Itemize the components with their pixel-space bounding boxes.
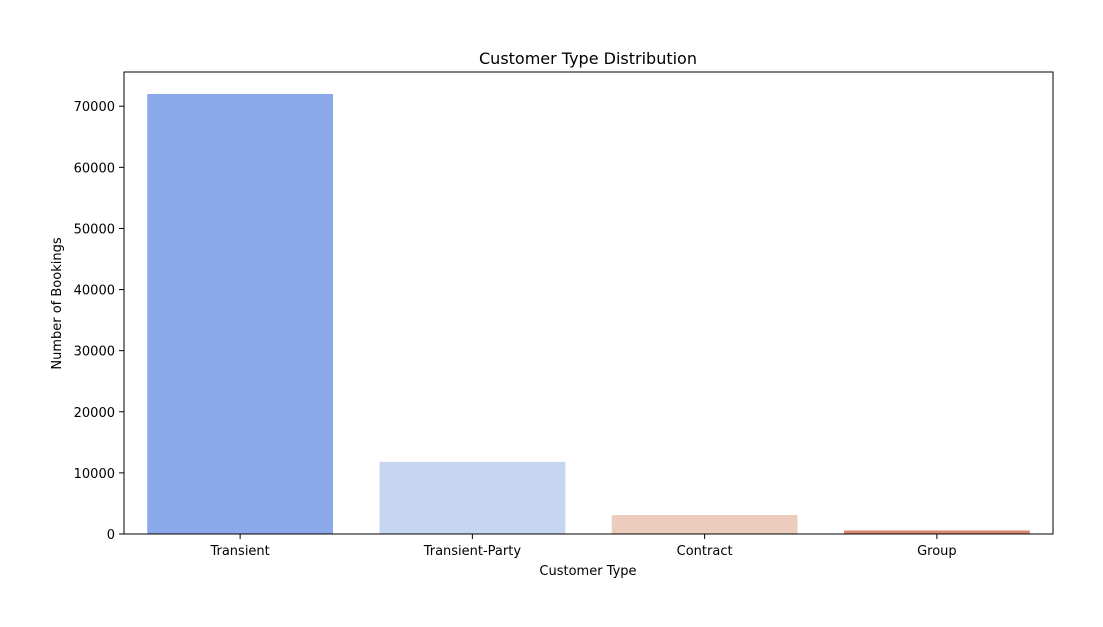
y-tick-label: 40000	[74, 284, 115, 299]
chart-title: Customer Type Distribution	[479, 49, 697, 68]
y-axis-title: Number of Bookings	[50, 237, 65, 369]
y-tick-label: 30000	[74, 345, 115, 360]
bar-transient-party	[379, 461, 566, 534]
x-tick-label: Transient	[209, 544, 269, 559]
y-tick-label: 50000	[74, 222, 115, 237]
bar-group	[843, 530, 1030, 534]
x-axis-title: Customer Type	[539, 564, 636, 579]
plot-area: Transient Transient-Party Contract Group 0 10…	[74, 71, 1054, 559]
y-tick-label: 10000	[74, 467, 115, 482]
x-tick-label: Group	[917, 544, 957, 559]
y-tick-label: 20000	[74, 406, 115, 421]
x-tick-label: Transient-Party	[423, 544, 522, 559]
x-tick-label: Contract	[677, 544, 733, 559]
y-tick-label: 60000	[74, 161, 115, 176]
bar-transient	[147, 94, 334, 534]
bar-contract	[611, 515, 798, 534]
y-tick-label: 0	[107, 528, 115, 543]
y-tick-label: 70000	[74, 100, 115, 115]
plot-frame	[123, 71, 1054, 535]
